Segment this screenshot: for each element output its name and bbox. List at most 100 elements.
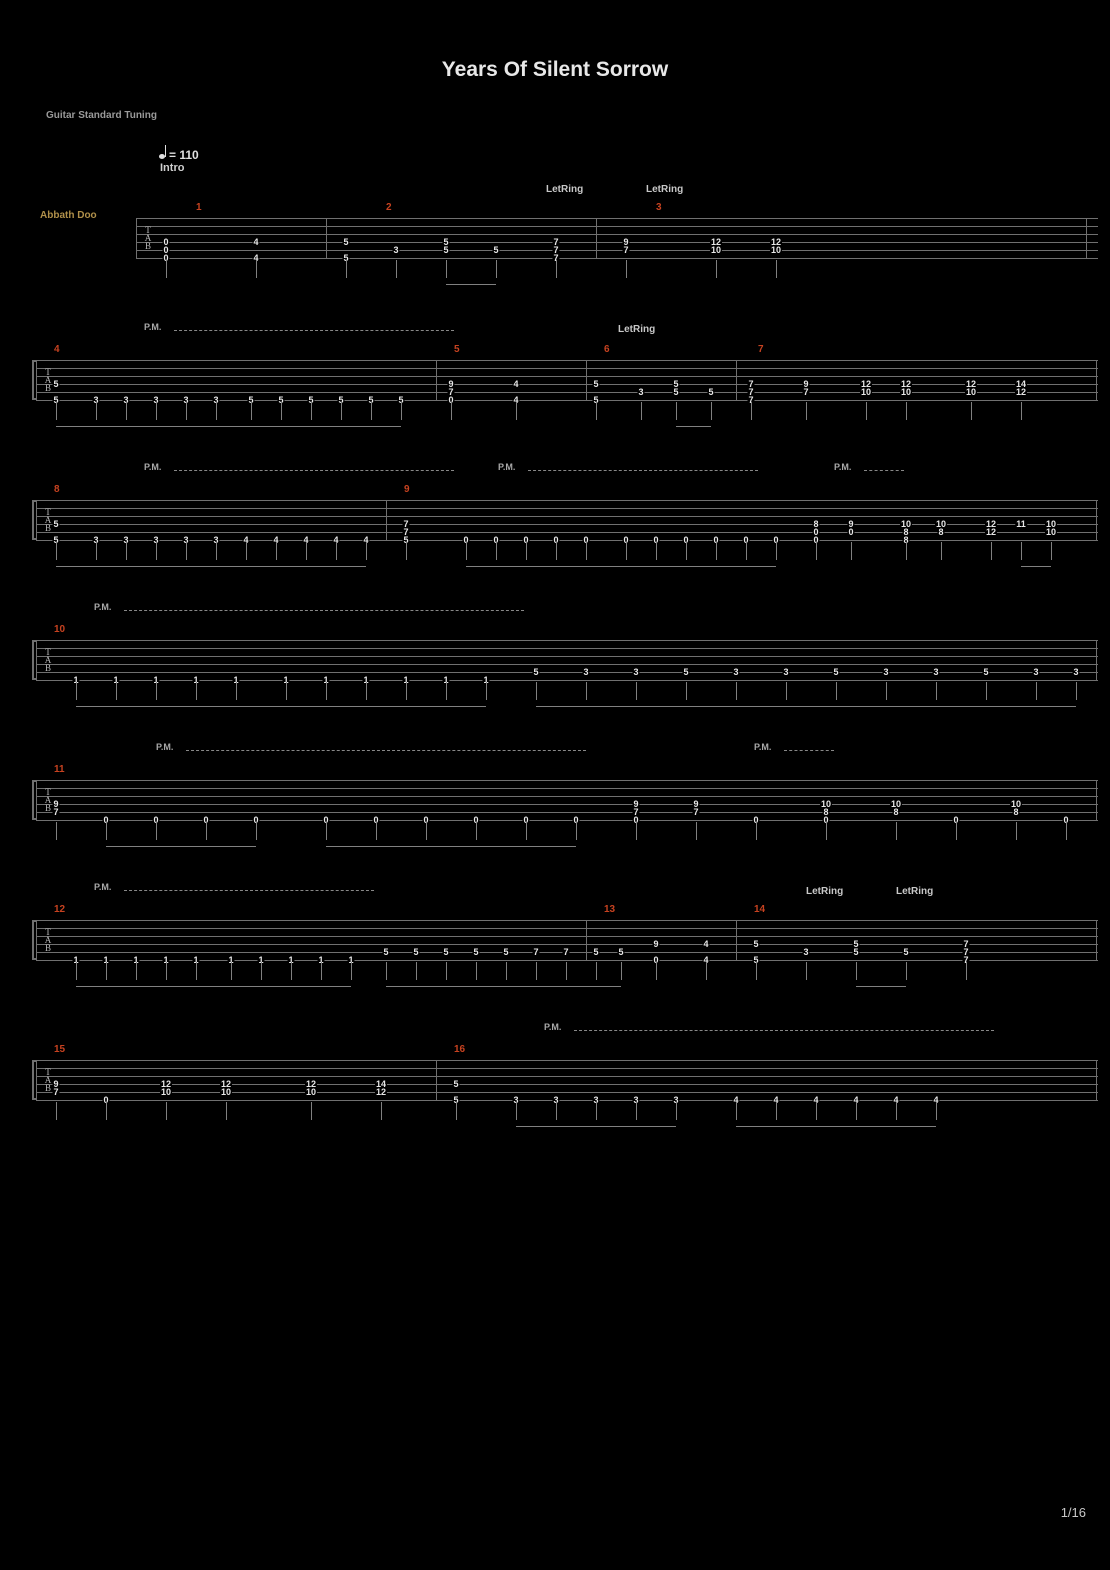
measure-number: 16 xyxy=(454,1044,465,1055)
fret-number: 7 xyxy=(532,947,539,957)
palm-mute-annotation: P.M. xyxy=(94,602,111,612)
staff-system: TAB97012101210121014125533333444444 xyxy=(36,1060,1098,1100)
tab-staff: TAB5533333444447750000000000080090108810… xyxy=(36,500,1098,540)
fret-number: 12 xyxy=(1015,387,1027,397)
palm-mute-annotation: P.M. xyxy=(144,462,161,472)
tab-clef: TAB xyxy=(39,648,57,672)
palm-mute-annotation: P.M. xyxy=(144,322,161,332)
letring-annotation: LetRing xyxy=(646,184,683,195)
palm-mute-annotation: P.M. xyxy=(156,742,173,752)
letring-annotation: LetRing xyxy=(896,886,933,897)
measure-number: 7 xyxy=(758,344,764,355)
track-name: Abbath Doo xyxy=(40,210,97,221)
palm-mute-annotation: P.M. xyxy=(834,462,851,472)
fret-number: 5 xyxy=(902,947,909,957)
fret-number: 12 xyxy=(985,527,997,537)
fret-number: 5 xyxy=(852,947,859,957)
fret-number: 7 xyxy=(52,807,59,817)
fret-number: 4 xyxy=(702,939,709,949)
measure-number: 8 xyxy=(54,484,60,495)
fret-number: 10 xyxy=(220,1087,232,1097)
tab-staff: TAB11111111111533533533533 xyxy=(36,640,1098,680)
measure-number: 6 xyxy=(604,344,610,355)
palm-mute-annotation: P.M. xyxy=(544,1022,561,1032)
measure-number: 3 xyxy=(656,202,662,213)
fret-number: 5 xyxy=(52,379,59,389)
palm-mute-annotation: P.M. xyxy=(94,882,111,892)
fret-number: 5 xyxy=(592,379,599,389)
tab-staff: TAB97012101210121014125533333444444 xyxy=(36,1060,1098,1100)
fret-number: 10 xyxy=(965,387,977,397)
measure-number: 15 xyxy=(54,1044,65,1055)
fret-number: 5 xyxy=(382,947,389,957)
fret-number: 5 xyxy=(492,245,499,255)
fret-number: 5 xyxy=(442,947,449,957)
fret-number: 11 xyxy=(1015,519,1027,529)
fret-number: 5 xyxy=(412,947,419,957)
fret-number: 7 xyxy=(562,947,569,957)
measure-number: 12 xyxy=(54,904,65,915)
fret-number: 3 xyxy=(882,667,889,677)
fret-number: 3 xyxy=(392,245,399,255)
fret-number: 8 xyxy=(937,527,944,537)
fret-number: 10 xyxy=(770,245,782,255)
measure-number: 1 xyxy=(196,202,202,213)
measure-number: 10 xyxy=(54,624,65,635)
fret-number: 4 xyxy=(252,237,259,247)
fret-number: 0 xyxy=(847,527,854,537)
tempo-block: = 110 Intro xyxy=(160,145,199,174)
tab-staff: TAB000445535557779712101210 xyxy=(136,218,1098,258)
fret-number: 3 xyxy=(637,387,644,397)
measure-number: 13 xyxy=(604,904,615,915)
page-number: 1/16 xyxy=(1061,1505,1086,1520)
fret-number: 8 xyxy=(892,807,899,817)
measure-number: 14 xyxy=(754,904,765,915)
fret-number: 10 xyxy=(160,1087,172,1097)
fret-number: 3 xyxy=(1032,667,1039,677)
fret-number: 3 xyxy=(802,947,809,957)
tuning-subtitle: Guitar Standard Tuning xyxy=(46,110,1110,121)
palm-mute-annotation: P.M. xyxy=(754,742,771,752)
tab-staff: TAB5533333555555970445535557779712101210… xyxy=(36,360,1098,400)
section-label: Intro xyxy=(160,162,199,174)
fret-number: 5 xyxy=(832,667,839,677)
page-title: Years Of Silent Sorrow xyxy=(0,0,1110,82)
fret-number: 3 xyxy=(782,667,789,677)
staff-system: TAB970000000000970970108010801080 xyxy=(36,780,1098,820)
staff-system: TAB000445535557779712101210 xyxy=(136,218,1098,258)
staff-system: TAB5533333444447750000000000080090108810… xyxy=(36,500,1098,540)
fret-number: 10 xyxy=(710,245,722,255)
tab-staff: TAB970000000000970970108010801080 xyxy=(36,780,1098,820)
fret-number: 3 xyxy=(582,667,589,677)
fret-number: 8 xyxy=(1012,807,1019,817)
fret-number: 7 xyxy=(802,387,809,397)
fret-number: 5 xyxy=(442,245,449,255)
letring-annotation: LetRing xyxy=(618,324,655,335)
fret-number: 7 xyxy=(52,1087,59,1097)
staff-system: TAB11111111115555577559044553555777 xyxy=(36,920,1098,960)
fret-number: 10 xyxy=(900,387,912,397)
tab-staff: TAB11111111115555577559044553555777 xyxy=(36,920,1098,960)
staff-system: TAB11111111111533533533533 xyxy=(36,640,1098,680)
tab-clef: TAB xyxy=(139,226,157,250)
measure-number: 4 xyxy=(54,344,60,355)
fret-number: 5 xyxy=(342,237,349,247)
fret-number: 10 xyxy=(1045,527,1057,537)
fret-number: 3 xyxy=(1072,667,1079,677)
fret-number: 3 xyxy=(632,667,639,677)
fret-number: 5 xyxy=(532,667,539,677)
fret-number: 5 xyxy=(752,939,759,949)
fret-number: 5 xyxy=(707,387,714,397)
fret-number: 10 xyxy=(860,387,872,397)
measure-number: 9 xyxy=(404,484,410,495)
fret-number: 5 xyxy=(592,947,599,957)
fret-number: 5 xyxy=(982,667,989,677)
fret-number: 5 xyxy=(682,667,689,677)
letring-annotation: LetRing xyxy=(806,886,843,897)
fret-number: 5 xyxy=(472,947,479,957)
staff-system: TAB5533333555555970445535557779712101210… xyxy=(36,360,1098,400)
fret-number: 5 xyxy=(52,519,59,529)
measure-number: 11 xyxy=(54,764,65,775)
fret-number: 9 xyxy=(652,939,659,949)
fret-number: 12 xyxy=(375,1087,387,1097)
